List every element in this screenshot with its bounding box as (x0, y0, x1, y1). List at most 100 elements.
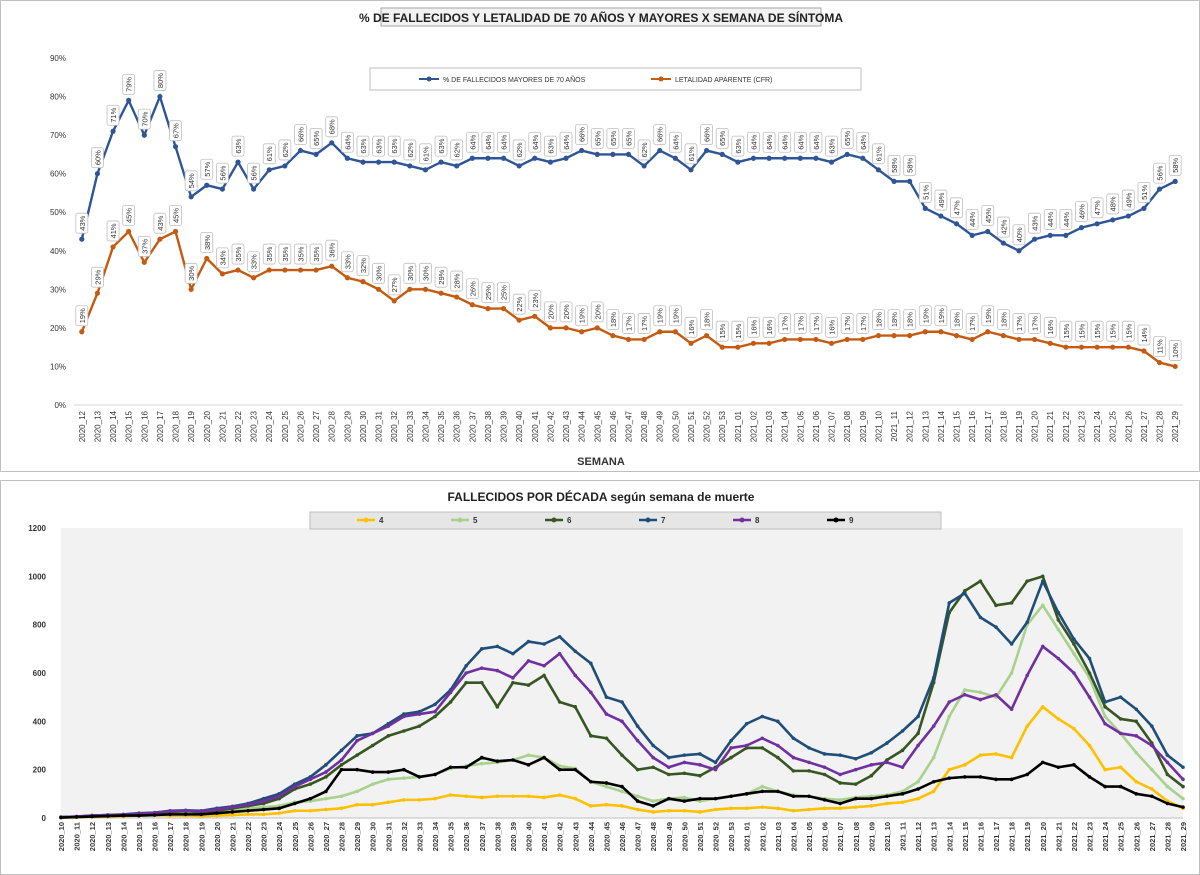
data-point (807, 807, 811, 812)
data-point (651, 743, 655, 748)
data-point (1009, 777, 1014, 782)
data-point (760, 789, 765, 794)
data-point (292, 808, 297, 813)
data-point (1103, 714, 1107, 719)
data-point (666, 808, 671, 813)
x-tick-label: 2020_53 (718, 410, 727, 442)
data-point (1040, 760, 1045, 765)
x-tick-label: 2020_35 (447, 822, 456, 851)
data-point (526, 753, 531, 757)
data-point (885, 760, 889, 765)
data-label-box (872, 143, 885, 165)
data-point (978, 775, 983, 779)
x-tick-label: 2020_21 (228, 822, 237, 851)
data-label-box (309, 127, 323, 149)
data-point (1172, 178, 1178, 184)
data-point (573, 673, 578, 678)
data-label: 30% (372, 262, 385, 284)
data-label-box (1059, 320, 1073, 342)
x-tick-label: 2020_10 (57, 822, 66, 851)
data-point (844, 336, 850, 343)
data-label: 27% (387, 274, 401, 296)
data-point (791, 808, 796, 813)
data-point (620, 804, 624, 808)
data-label-text: 56% (218, 165, 227, 180)
data-label: 45% (981, 205, 995, 226)
data-label-text: 18% (609, 312, 618, 327)
data-point (417, 712, 422, 716)
x-tick-label: 2020_31 (375, 410, 384, 442)
data-label: 62% (637, 139, 651, 161)
data-point (1110, 217, 1116, 223)
data-point (651, 804, 655, 808)
x-tick-label: 2020_23 (260, 822, 269, 851)
data-label: 17% (622, 313, 635, 334)
data-point (230, 813, 235, 817)
data-label-text: 62% (515, 142, 524, 157)
x-tick-label: 2020_19 (197, 822, 206, 851)
x-tick-label: 2020_45 (602, 822, 611, 851)
data-label-box (965, 313, 979, 334)
data-point (391, 159, 397, 165)
data-label-text: 35% (265, 246, 274, 261)
data-point (433, 702, 437, 707)
data-label: 57% (200, 158, 214, 180)
data-point (141, 132, 147, 138)
data-point (375, 286, 382, 292)
data-point (94, 290, 101, 296)
data-label: 80% (153, 70, 167, 91)
data-label-box (200, 158, 214, 180)
data-label-box (403, 262, 417, 284)
data-point (922, 205, 928, 211)
data-point (1103, 767, 1107, 772)
x-tick-label: 2021_08 (852, 822, 861, 851)
data-label-text: 66% (578, 127, 587, 142)
data-point (495, 759, 500, 764)
data-label-box (606, 127, 620, 149)
data-label-box (1153, 336, 1166, 357)
data-label-text: 65% (609, 131, 618, 146)
data-label-box (1090, 320, 1104, 342)
data-label: 63% (434, 135, 448, 157)
data-label: 16% (825, 316, 838, 338)
data-point (1016, 336, 1022, 343)
data-point (1087, 656, 1092, 661)
data-point (1025, 673, 1029, 678)
x-tick-label: 2020_38 (484, 410, 493, 442)
data-label: 65% (715, 127, 729, 149)
data-point (375, 159, 382, 165)
data-label-text: 65% (718, 131, 727, 146)
x-tick-label: 2020_42 (546, 410, 555, 442)
data-label-text: 20% (546, 304, 555, 319)
data-label: 11% (1153, 336, 1166, 357)
data-point (339, 763, 344, 767)
data-label-text: 47% (1093, 200, 1102, 215)
data-point (386, 724, 391, 728)
data-label-box (231, 135, 245, 157)
data-label-box (465, 131, 479, 153)
data-label-text: 11% (1156, 339, 1165, 354)
data-point (625, 151, 632, 157)
data-point (594, 151, 600, 157)
data-label: 19% (75, 305, 89, 327)
data-point (1181, 796, 1185, 801)
x-tick-label: 2021_21 (1054, 822, 1063, 851)
data-label: 20% (590, 301, 604, 323)
data-point (916, 787, 920, 791)
data-label: 15% (1090, 320, 1104, 342)
data-label-box (731, 135, 745, 157)
x-tick-label: 2020_46 (609, 410, 618, 442)
data-label: 10% (1168, 340, 1182, 361)
data-point (199, 812, 204, 817)
data-label-box (622, 127, 635, 149)
data-label: 15% (1075, 320, 1088, 342)
data-point (907, 333, 913, 339)
x-tick-label: 2020_37 (478, 822, 487, 851)
data-label-text: 54% (187, 173, 196, 188)
data-label-text: 43% (156, 215, 165, 230)
data-label-text: 34% (218, 250, 227, 265)
data-label-box (528, 131, 542, 153)
data-point (985, 329, 991, 335)
x-tick-label: 2020_28 (338, 822, 347, 851)
data-point (542, 673, 546, 678)
